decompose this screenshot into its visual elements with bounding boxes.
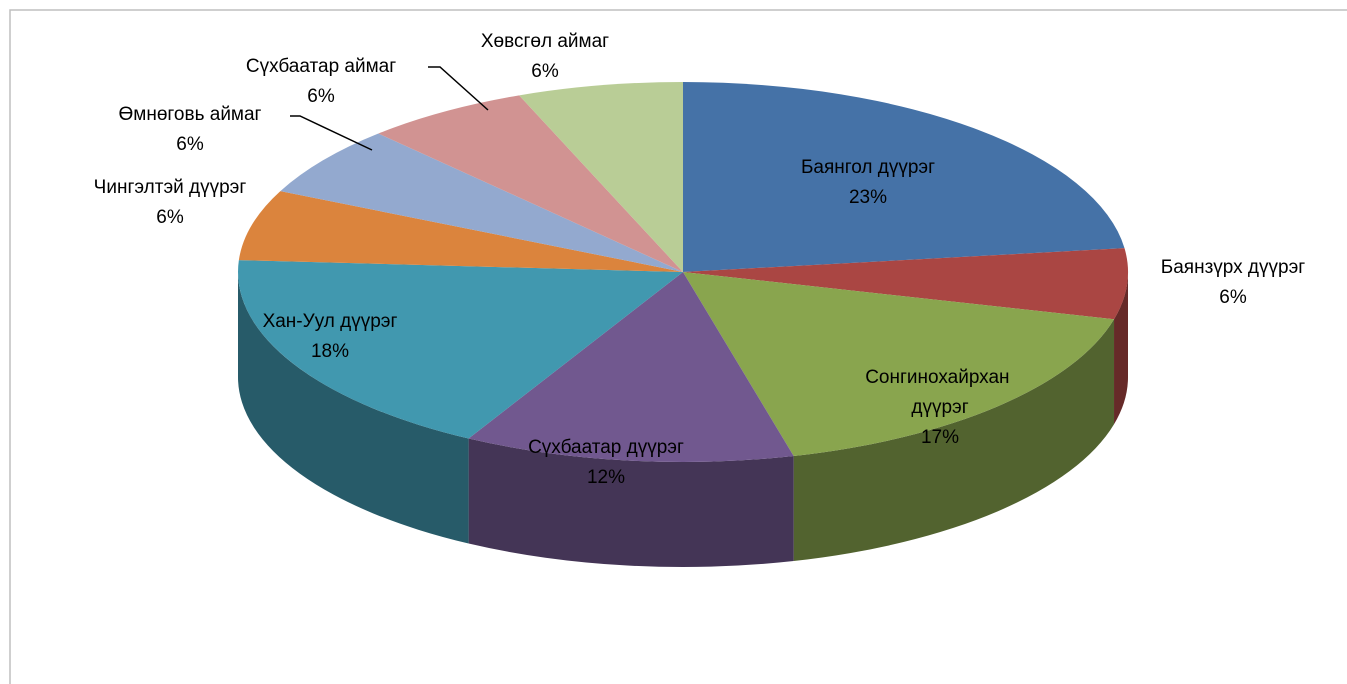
- slice-side: [238, 272, 469, 544]
- data-label-name: Хан-Уул дүүрэг: [263, 311, 398, 332]
- data-label-value: 6%: [531, 61, 559, 82]
- data-label-name: Сүхбаатар аймаг: [246, 56, 396, 77]
- data-label-value: 6%: [156, 207, 184, 228]
- data-label-name: Чингэлтэй дүүрэг: [94, 177, 247, 198]
- slice-side: [468, 438, 794, 568]
- data-label-line: Сонгинохайрхан: [865, 367, 1015, 388]
- data-label-value: 12%: [587, 467, 625, 488]
- data-label-name: Өмнөговь аймаг: [119, 104, 262, 125]
- slice: [468, 272, 794, 462]
- slice: [683, 248, 1129, 320]
- slice: [238, 191, 683, 272]
- data-label-line: дүүрэг: [911, 397, 968, 418]
- data-label-name: Сүхбаатар дүүрэг: [528, 437, 684, 458]
- slice: [683, 272, 1115, 457]
- slice: [378, 95, 683, 272]
- data-label-name: Сонгинохайрхан дүүрэг: [865, 367, 1015, 418]
- data-label-name: Баянгол дүүрэг: [801, 157, 935, 178]
- leader-line: [290, 115, 373, 151]
- data-label-value: 23%: [849, 187, 887, 208]
- slice: [519, 82, 683, 272]
- slice-side: [793, 319, 1115, 562]
- data-label-value: 18%: [311, 341, 349, 362]
- chart-frame: [9, 9, 1347, 684]
- slice-side: [1114, 272, 1128, 425]
- slice: [683, 82, 1125, 272]
- data-label-name: Баянзүрх дүүрэг: [1161, 257, 1306, 278]
- slice: [238, 260, 684, 439]
- data-label-value: 17%: [921, 427, 959, 448]
- data-label-value: 6%: [307, 86, 335, 107]
- data-label-value: 6%: [176, 134, 204, 155]
- data-label-value: 6%: [1219, 287, 1247, 308]
- data-label-name: Хөвсгөл аймаг: [481, 31, 609, 52]
- slice: [280, 133, 683, 272]
- leader-line: [428, 66, 489, 111]
